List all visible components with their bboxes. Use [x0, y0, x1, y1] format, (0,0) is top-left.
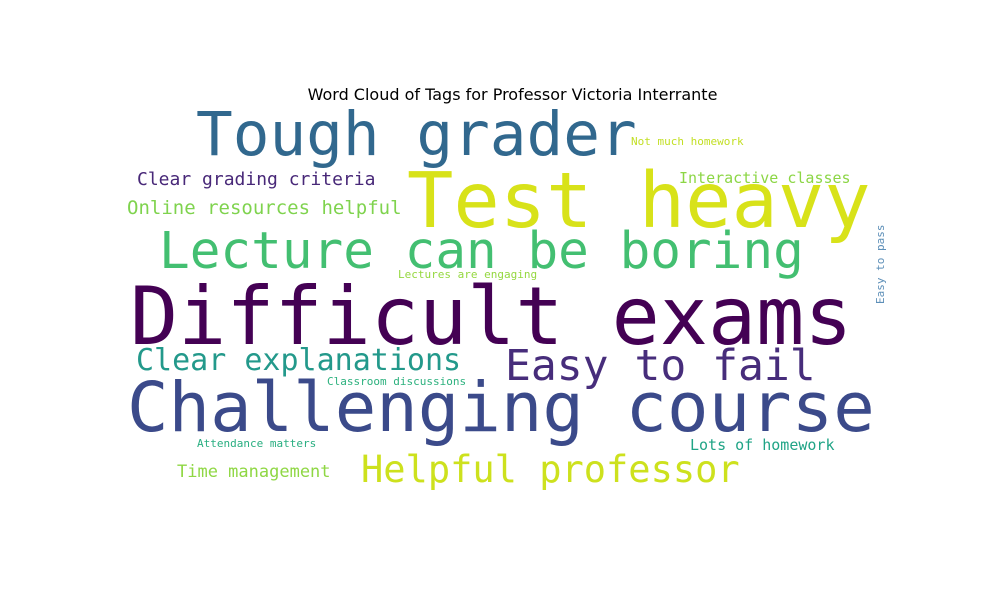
chart-title: Word Cloud of Tags for Professor Victori…: [307, 85, 718, 104]
word-easy-to-pass: Easy to pass: [874, 224, 887, 304]
word-lots-of-homework: Lots of homework: [690, 436, 835, 454]
word-easy-to-fail: Easy to fail: [505, 341, 816, 391]
word-clear-explanations: Clear explanations: [136, 343, 462, 378]
word-tough-grader: Tough grader: [196, 99, 637, 170]
word-online-resources: Online resources helpful: [127, 197, 402, 219]
word-attendance-matters: Attendance matters: [197, 437, 317, 450]
word-challenging-course: Challenging course: [127, 368, 875, 448]
word-clear-grading-criteria: Clear grading criteria: [137, 169, 376, 190]
word-lectures-are-engaging: Lectures are engaging: [398, 268, 538, 281]
word-helpful-professor: Helpful professor: [361, 448, 740, 491]
word-not-much-homework: Not much homework: [631, 135, 744, 148]
word-difficult-exams: Difficult exams: [130, 270, 853, 363]
word-classroom-discussions: Classroom discussions: [327, 375, 467, 388]
word-test-heavy: Test heavy: [407, 157, 871, 246]
word-interactive-classes: Interactive classes: [679, 169, 851, 187]
word-lecture-can-be-boring: Lecture can be boring: [159, 222, 804, 281]
word-time-management: Time management: [177, 462, 331, 482]
